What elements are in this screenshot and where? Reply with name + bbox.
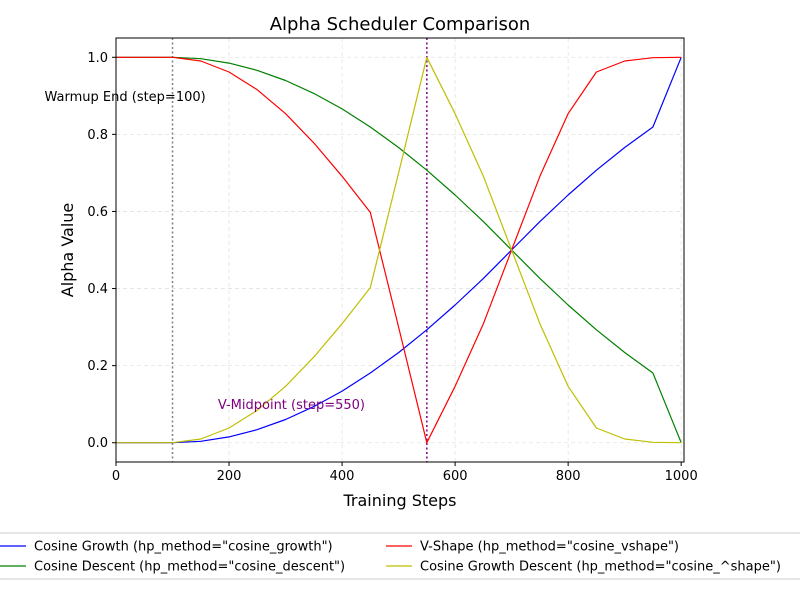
- annotation-labels: Warmup End (step=100) V-Midpoint (step=55…: [45, 90, 366, 413]
- legend-label: Cosine Growth Descent (hp_method="cosine…: [420, 560, 781, 575]
- x-tick-label: 800: [556, 469, 581, 484]
- plot-frame: [115, 37, 685, 463]
- legend-label: V-Shape (hp_method="cosine_vshape"): [420, 540, 679, 555]
- chart-title: Alpha Scheduler Comparison: [270, 14, 531, 35]
- x-axis-ticks: 0 200 400 600 800 1000: [112, 462, 698, 484]
- y-tick-label: 0.0: [87, 436, 108, 451]
- x-tick-label: 600: [443, 469, 468, 484]
- legend: Cosine Growth (hp_method="cosine_growth"…: [0, 532, 800, 580]
- x-tick-label: 1000: [665, 469, 698, 484]
- x-tick-label: 0: [112, 469, 120, 484]
- series-line: [116, 57, 682, 444]
- x-tick-label: 200: [217, 469, 242, 484]
- x-tick-label: 400: [330, 469, 355, 484]
- annotation-label: Warmup End (step=100): [45, 90, 206, 105]
- y-tick-label: 0.4: [87, 282, 108, 297]
- y-tick-label: 0.8: [87, 128, 108, 143]
- annotation-label: V-Midpoint (step=550): [218, 398, 365, 413]
- x-axis-label: Training Steps: [343, 491, 457, 510]
- series-line: [116, 56, 682, 443]
- series-line: [116, 56, 682, 444]
- series-lines: [116, 56, 682, 444]
- legend-label: Cosine Growth (hp_method="cosine_growth"…: [34, 540, 333, 555]
- y-axis-ticks: 0.0 0.2 0.4 0.6 0.8 1.0: [87, 51, 116, 451]
- y-tick-label: 1.0: [87, 51, 108, 66]
- series-line: [116, 56, 682, 444]
- annotation-lines: [171, 38, 428, 462]
- legend-box: [0, 532, 800, 580]
- y-axis-label: Alpha Value: [58, 203, 77, 298]
- legend-label: Cosine Descent (hp_method="cosine_descen…: [34, 560, 345, 575]
- y-tick-label: 0.6: [87, 205, 108, 220]
- y-tick-label: 0.2: [87, 359, 108, 374]
